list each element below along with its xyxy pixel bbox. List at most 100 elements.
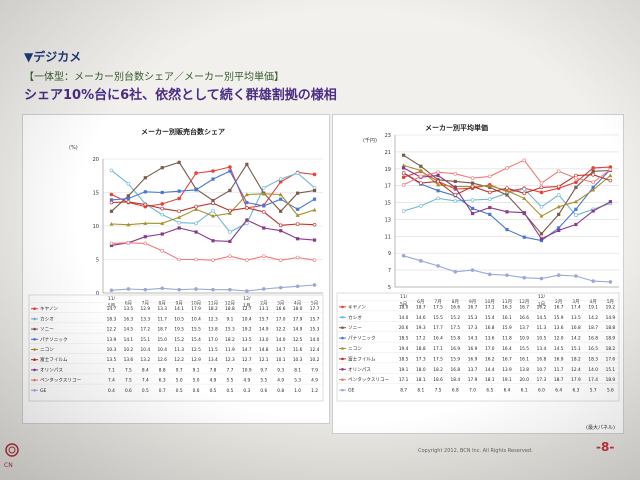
table-cell: 16.4	[433, 336, 443, 342]
table-cell: 14.6	[416, 315, 426, 321]
data-point	[487, 183, 492, 188]
table-cell: 12.4	[310, 347, 320, 353]
table-cell: 18.7	[588, 325, 598, 331]
data-point	[436, 264, 440, 268]
data-point	[505, 193, 509, 197]
table-cell: 16.8	[485, 325, 495, 331]
legend-label-nikon: ニコン	[348, 346, 362, 352]
data-point	[312, 222, 317, 227]
data-point	[608, 200, 612, 204]
data-point	[278, 223, 283, 228]
table-cell: 13.6	[554, 325, 564, 331]
data-point	[143, 241, 148, 246]
legend-marker	[33, 389, 36, 392]
table-cell: 10.3	[107, 347, 117, 353]
data-point	[312, 197, 317, 201]
data-point	[296, 207, 300, 211]
table-cell: 0.5	[210, 388, 217, 394]
table-cell: 15.1	[606, 367, 616, 373]
data-point	[228, 169, 232, 173]
table-cell: 6.4	[555, 388, 562, 394]
table-cell: 15.7	[310, 316, 320, 322]
table-cell: 9.7	[176, 367, 183, 373]
table-cell: 16.9	[468, 346, 478, 352]
x-tick-label: 5月	[400, 301, 407, 307]
data-point	[470, 268, 475, 272]
data-point	[488, 206, 492, 210]
x-tick-label: 2月	[555, 299, 562, 305]
legend-label-olympus: オリンパス	[348, 367, 371, 373]
table-cell: 18.5	[399, 336, 409, 342]
data-point	[109, 288, 114, 293]
table-cell: 13.7	[519, 325, 529, 331]
table-cell: 14.7	[242, 347, 252, 353]
table-cell: 7.7	[227, 367, 234, 373]
table-cell: 12.5	[293, 337, 303, 343]
data-point	[245, 162, 249, 166]
share-chart-unit: (%)	[69, 145, 78, 151]
data-point	[228, 239, 232, 244]
data-point	[160, 212, 165, 217]
y-tick-label: 13	[385, 217, 391, 223]
data-point	[126, 287, 131, 291]
legend-label-pentax: ペンタックスリコー	[40, 377, 82, 384]
table-cell: 11.7	[157, 316, 167, 322]
table-cell: 16.7	[519, 304, 529, 310]
data-point	[539, 238, 544, 243]
table-cell: 14.8	[259, 347, 269, 353]
data-point	[177, 160, 181, 164]
y-tick-label: 23	[385, 133, 391, 139]
data-point	[401, 175, 406, 180]
table-cell: 19.3	[416, 325, 426, 331]
data-point	[539, 190, 544, 195]
table-cell: 11.6	[293, 347, 303, 353]
x-tick-label: 7月	[142, 301, 149, 307]
data-point	[177, 257, 181, 262]
data-point	[295, 171, 300, 175]
table-cell: 18.1	[485, 377, 495, 383]
table-cell: 13.8	[519, 367, 529, 373]
table-cell: 11.8	[502, 336, 512, 342]
data-point	[194, 171, 198, 175]
data-point	[278, 177, 283, 181]
data-point	[522, 191, 527, 196]
data-point	[505, 227, 509, 232]
data-point	[279, 197, 283, 201]
table-cell: 18.3	[107, 316, 117, 322]
data-point	[211, 198, 215, 203]
table-cell: 17.1	[399, 377, 409, 383]
table-cell: 10.4	[157, 347, 167, 353]
table-cell: 17.3	[468, 325, 478, 331]
table-cell: 18.6	[433, 377, 443, 383]
data-point	[109, 192, 114, 197]
series-line-pentax	[111, 242, 315, 261]
data-point	[228, 287, 232, 292]
data-point	[194, 207, 199, 211]
table-cell: 14.4	[485, 367, 495, 373]
table-cell: 8.1	[417, 388, 424, 394]
legend-marker	[33, 348, 36, 351]
footnote: (最大パネル)	[586, 425, 615, 431]
table-cell: 4.9	[243, 378, 250, 384]
table-cell: 17.4	[571, 304, 581, 310]
data-point	[402, 166, 406, 170]
table-cell: 16.9	[451, 346, 461, 352]
table-cell: 18.2	[606, 346, 616, 352]
table-cell: 10.2	[124, 347, 134, 353]
table-cell: 16.3	[124, 316, 134, 322]
table-cell: 18.0	[416, 367, 426, 373]
table-cell: 11.3	[174, 347, 184, 353]
y-tick-label: 5	[388, 285, 391, 291]
data-point	[278, 192, 283, 197]
data-point	[245, 289, 249, 293]
data-point	[245, 206, 249, 210]
table-cell: 20.6	[399, 325, 409, 331]
x-tick-label: 12月	[225, 301, 235, 307]
x-tick-label: 11/	[108, 296, 116, 302]
table-cell: 17.0	[485, 346, 495, 352]
data-point	[177, 220, 181, 225]
table-cell: 7.8	[210, 367, 217, 373]
legend-marker	[341, 336, 344, 340]
table-cell: 17.5	[451, 325, 461, 331]
